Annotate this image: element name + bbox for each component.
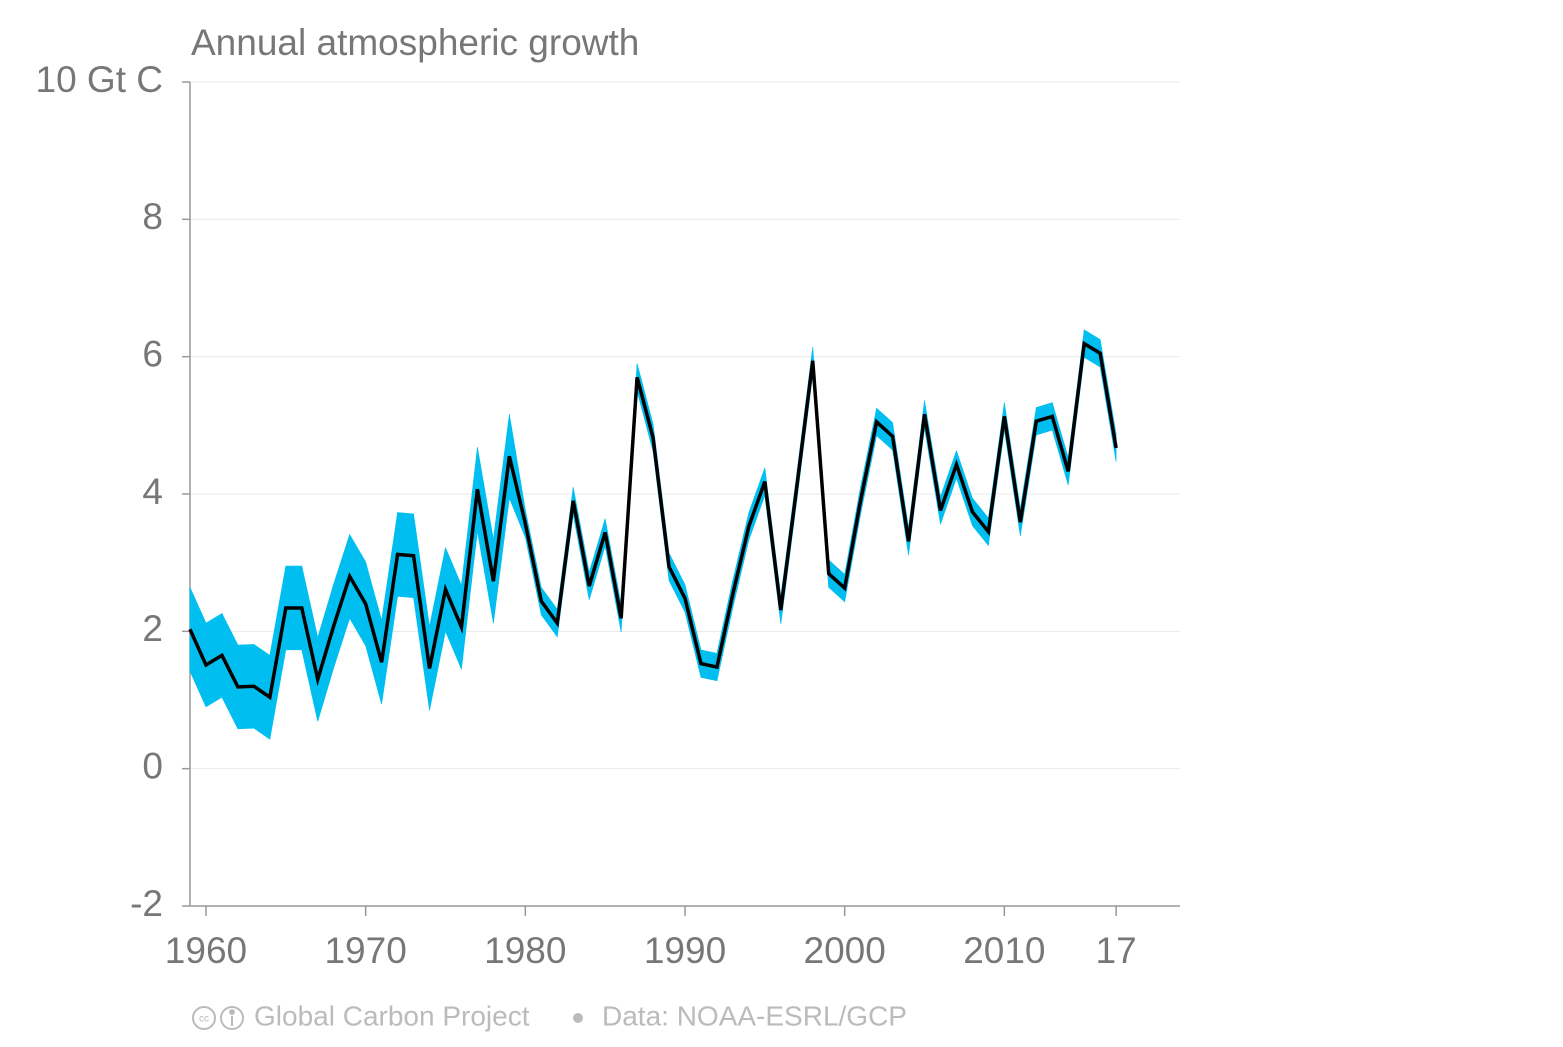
x-tick-label: 1990 (644, 930, 726, 971)
x-tick-label: 2010 (963, 930, 1045, 971)
y-tick-label: -2 (130, 883, 163, 924)
y-tick-label: 0 (142, 745, 163, 786)
y-tick-label: 8 (142, 196, 163, 237)
y-tick-label: 4 (142, 471, 163, 512)
growth-line (188, 340, 1118, 701)
footer-separator (573, 1013, 583, 1023)
footer-data: Data: NOAA-ESRL/GCP (602, 1000, 907, 1031)
y-tick-label: 2 (142, 608, 163, 649)
footer-source: Global Carbon Project (254, 1000, 530, 1031)
x-tick-label: 2000 (804, 930, 886, 971)
x-tick-label: 17 (1096, 930, 1137, 971)
x-tick-label: 1980 (484, 930, 566, 971)
x-tick-label: 1960 (165, 930, 247, 971)
cc-mark: cc (199, 1014, 209, 1025)
y-tick-label: 10 Gt C (36, 59, 164, 100)
x-tick-label: 1970 (324, 930, 406, 971)
cc-icons (192, 1006, 244, 1030)
y-tick-label: 6 (142, 333, 163, 374)
chart-title: Annual atmospheric growth (191, 22, 639, 63)
